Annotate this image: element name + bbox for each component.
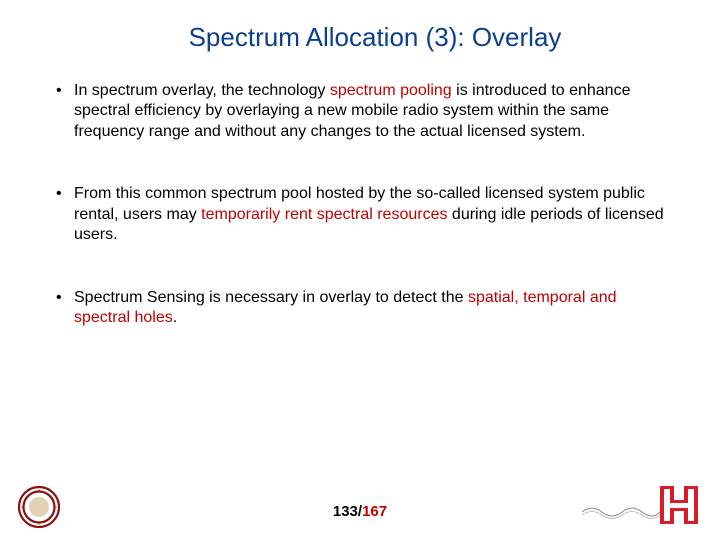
uh-logo-icon: [582, 482, 702, 528]
bullet-item: From this common spectrum pool hosted by…: [52, 184, 670, 245]
body-text: .: [173, 309, 177, 326]
highlight-text: temporarily rent spectral resources: [201, 206, 452, 223]
page-current: 133: [333, 503, 358, 520]
page-total: 167: [362, 503, 387, 520]
seal-icon: [18, 486, 60, 528]
bullet-item: Spectrum Sensing is necessary in overlay…: [52, 288, 670, 329]
bullet-item: In spectrum overlay, the technology spec…: [52, 81, 670, 142]
body-text: In spectrum overlay, the technology: [74, 82, 330, 99]
highlight-text: spectrum pooling: [330, 82, 452, 99]
body-text: Spectrum Sensing is necessary in overlay…: [74, 289, 468, 306]
bullet-list: In spectrum overlay, the technology spec…: [50, 81, 670, 329]
slide-title: Spectrum Allocation (3): Overlay: [50, 22, 670, 53]
slide: Spectrum Allocation (3): Overlay In spec…: [0, 0, 720, 540]
